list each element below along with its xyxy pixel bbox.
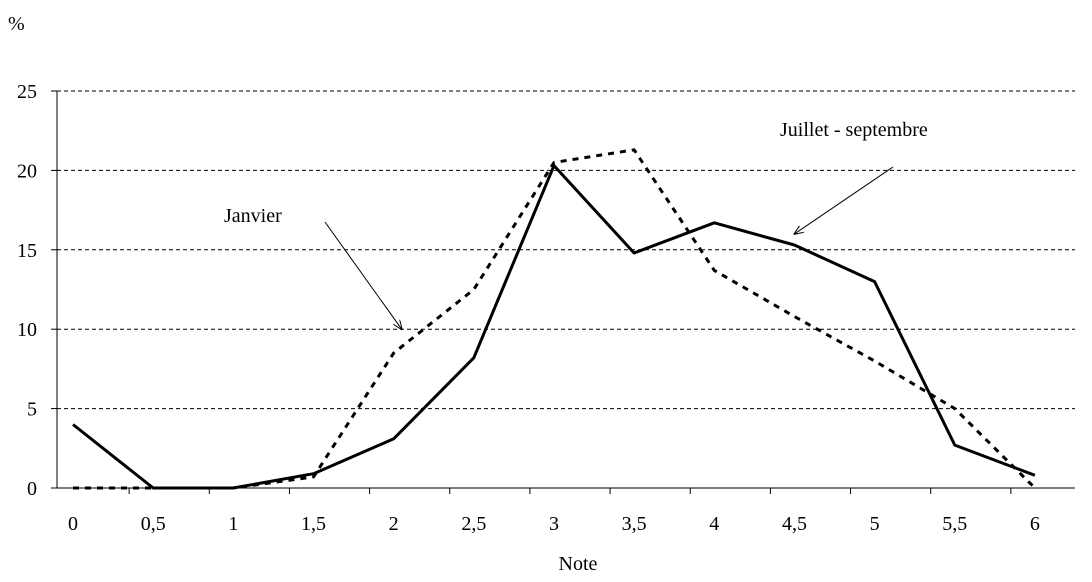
- x-tick-label: 2: [389, 513, 399, 535]
- x-tick-label: 6: [1030, 513, 1040, 535]
- x-tick-label: 4: [709, 513, 719, 535]
- x-tick-label: 1: [228, 513, 238, 535]
- x-axis-title: Note: [559, 553, 598, 575]
- axes: [51, 90, 1075, 494]
- x-tick-labels: 0 0,5 1 1,5 2 2,5 3 3,5 4 4,5 5 5,5 6: [68, 513, 1040, 535]
- x-tick-label: 0,5: [141, 513, 166, 535]
- annotation-arrow: [324, 221, 402, 329]
- y-tick-label: 0: [27, 478, 37, 500]
- x-tick-label: 5,5: [942, 513, 967, 535]
- y-tick-label: 25: [17, 81, 37, 103]
- gridlines: [57, 90, 1075, 410]
- annotation-label: Janvier: [224, 205, 282, 227]
- x-tick-label: 0: [68, 513, 78, 535]
- x-tick-label: 3: [549, 513, 559, 535]
- y-tick-label: 20: [17, 160, 37, 182]
- series-lines: [72, 148, 1036, 490]
- series-line-juillet-septembre: [72, 164, 1036, 490]
- y-tick-labels: 0 5 10 15 20 25: [17, 81, 37, 500]
- x-tick-label: 1,5: [301, 513, 326, 535]
- annotations: Janvier Juillet - septembre: [224, 119, 928, 329]
- y-axis-title: %: [8, 13, 25, 35]
- annotation-label: Juillet - septembre: [780, 119, 928, 141]
- x-tick-label: 4,5: [782, 513, 807, 535]
- annotation-arrow: [794, 166, 894, 234]
- series-line-janvier: [73, 148, 1036, 490]
- x-tick-label: 5: [870, 513, 880, 535]
- y-tick-label: 15: [17, 240, 37, 262]
- y-tick-label: 5: [27, 399, 37, 421]
- x-tick-label: 2,5: [461, 513, 486, 535]
- y-tick-label: 10: [17, 319, 37, 341]
- x-tick-label: 3,5: [622, 513, 647, 535]
